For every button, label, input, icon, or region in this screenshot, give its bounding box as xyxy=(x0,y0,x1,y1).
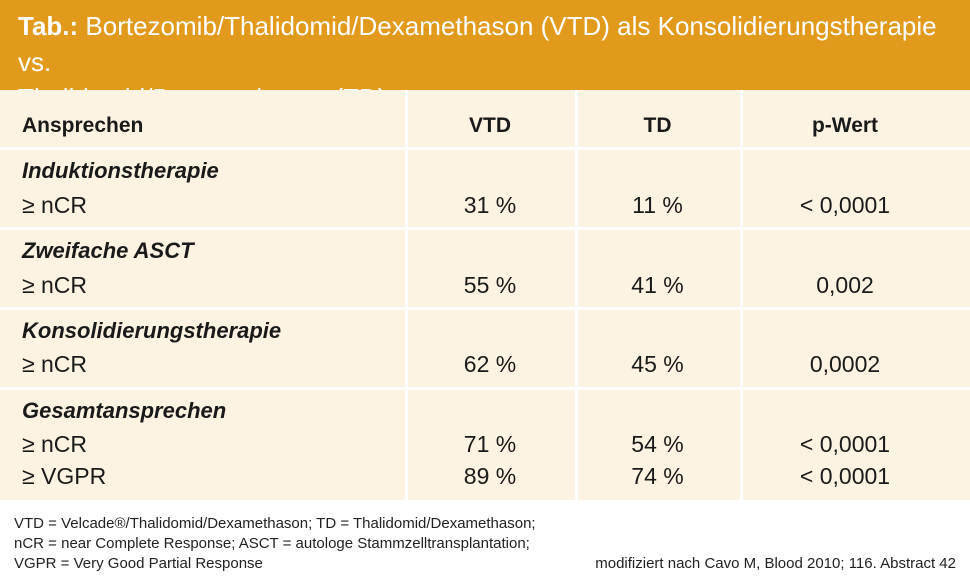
row-divider xyxy=(0,227,970,230)
td-value: 11 % xyxy=(632,192,683,218)
row-divider xyxy=(0,387,970,390)
header-td: TD xyxy=(643,114,672,137)
row-label: ≥ nCR xyxy=(22,431,88,457)
row-divider xyxy=(0,147,970,150)
footnote-line: nCR = near Complete Response; ASCT = aut… xyxy=(14,535,530,552)
footnote-line: VTD = Velcade®/Thalidomid/Dexamethason; … xyxy=(14,515,536,532)
row-divider xyxy=(0,307,970,310)
table-footnotes: VTD = Velcade®/Thalidomid/Dexamethason; … xyxy=(0,500,970,578)
td-value: 41 % xyxy=(631,272,684,298)
group-title: Zweifache ASCT xyxy=(22,238,194,263)
p-value: 0,002 xyxy=(816,272,874,298)
group-title: Gesamtansprechen xyxy=(22,398,227,423)
title-label: Tab.: xyxy=(18,11,79,41)
header-vtd: VTD xyxy=(469,114,511,137)
row-label: ≥ VGPR xyxy=(22,463,107,489)
source-note: modifiziert nach Cavo M, Blood 2010; 116… xyxy=(595,555,956,572)
vtd-value: 71 % xyxy=(463,431,517,457)
row-label: ≥ nCR xyxy=(22,351,88,377)
column-divider xyxy=(575,90,578,500)
footnote-line: VGPR = Very Good Partial Response xyxy=(14,555,263,572)
p-value: < 0,0001 xyxy=(799,463,891,489)
p-value: 0,0002 xyxy=(809,351,881,377)
row-label: ≥ nCR xyxy=(22,272,88,298)
vtd-value: 89 % xyxy=(463,463,517,489)
table-title: Tab.: Bortezomib/Thalidomid/Dexamethason… xyxy=(0,0,970,113)
group-title: Induktionstherapie xyxy=(22,158,219,183)
vtd-value: 31 % xyxy=(463,192,517,218)
title-text-1: Bortezomib/Thalidomid/Dexamethason (VTD)… xyxy=(18,11,937,77)
title-line-1: Tab.: Bortezomib/Thalidomid/Dexamethason… xyxy=(18,8,952,80)
header-p-value: p-Wert xyxy=(811,114,879,137)
vtd-value: 62 % xyxy=(463,351,517,377)
td-value: 54 % xyxy=(631,431,684,457)
data-table: Ansprechen VTD TD p-Wert Induktionsthera… xyxy=(0,90,970,500)
group-title: Konsolidierungstherapie xyxy=(22,318,282,343)
td-value: 45 % xyxy=(631,351,684,377)
row-label: ≥ nCR xyxy=(22,192,88,218)
vtd-value: 55 % xyxy=(463,272,517,298)
header-ansprechen: Ansprechen xyxy=(22,114,144,137)
column-divider xyxy=(405,90,408,500)
column-divider xyxy=(740,90,743,500)
td-value: 74 % xyxy=(631,463,684,489)
p-value: < 0,0001 xyxy=(799,192,891,218)
p-value: < 0,0001 xyxy=(799,431,891,457)
